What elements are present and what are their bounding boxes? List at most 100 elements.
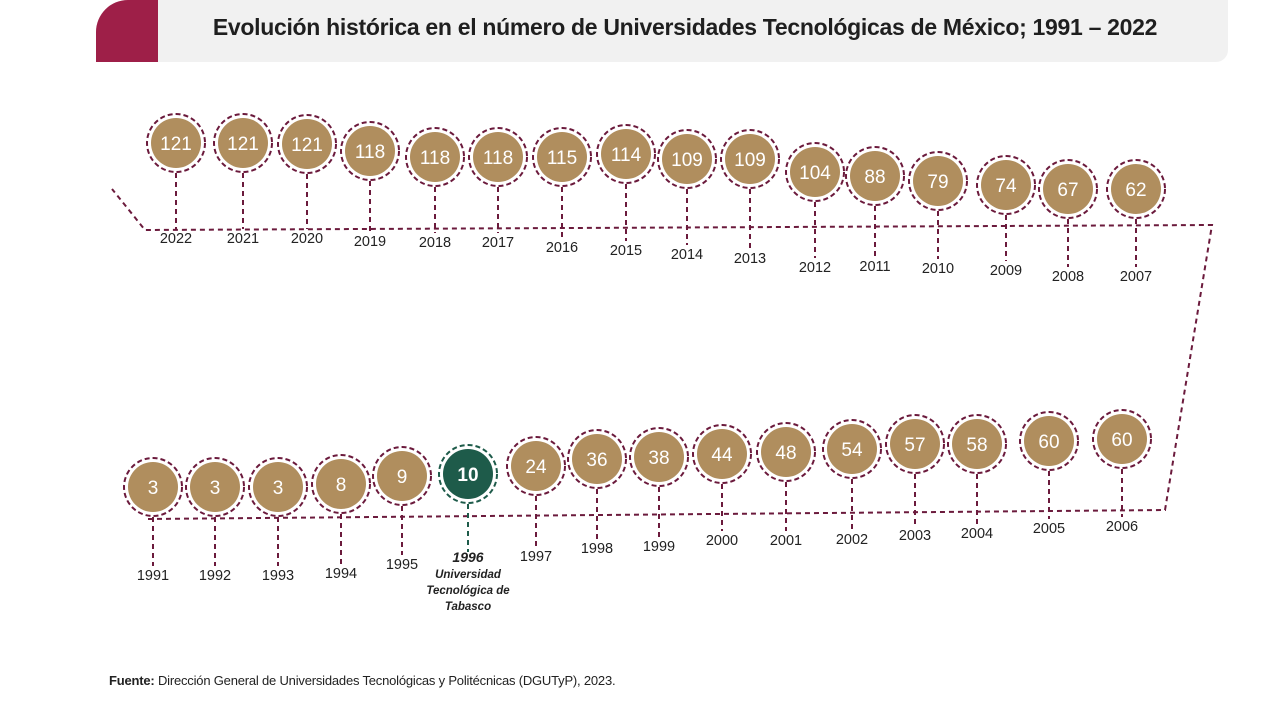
bubble xyxy=(443,449,493,499)
highlight-note: Tecnológica de xyxy=(426,585,510,597)
bubble-value: 109 xyxy=(671,150,703,171)
bubble xyxy=(601,129,651,179)
year-label: 2016 xyxy=(546,240,578,256)
year-label: 2011 xyxy=(859,259,890,275)
year-label: 1991 xyxy=(137,568,169,584)
bubble xyxy=(282,119,332,169)
source-text: Dirección General de Universidades Tecno… xyxy=(157,673,616,688)
bubble-value: 121 xyxy=(291,135,323,156)
bubble-value: 10 xyxy=(457,465,478,486)
bubble xyxy=(981,160,1031,210)
bubble-value: 48 xyxy=(775,443,796,464)
bubble-value: 121 xyxy=(227,134,259,155)
bubble-value: 118 xyxy=(420,148,450,169)
bubble-value: 104 xyxy=(799,163,831,184)
year-label: 1993 xyxy=(262,568,294,584)
bubble xyxy=(377,451,427,501)
bubble xyxy=(761,427,811,477)
header-accent xyxy=(96,0,159,62)
bubble-value: 58 xyxy=(966,435,987,456)
bubble-value: 44 xyxy=(711,445,733,466)
bubble xyxy=(218,118,268,168)
bubble-value: 38 xyxy=(648,448,669,469)
year-label: 2013 xyxy=(734,251,766,267)
bubble xyxy=(345,126,395,176)
year-label: 1996 xyxy=(452,549,483,565)
year-label: 2006 xyxy=(1106,519,1138,535)
bubble xyxy=(790,147,840,197)
bubble xyxy=(537,132,587,182)
bubble-value: 57 xyxy=(904,435,925,456)
bubble xyxy=(1111,164,1161,214)
source-note: Fuente: Dirección General de Universidad… xyxy=(109,673,616,688)
bubble xyxy=(128,462,178,512)
bubble xyxy=(827,424,877,474)
bubble-value: 118 xyxy=(355,142,385,163)
year-label: 2018 xyxy=(419,235,451,251)
bubble xyxy=(850,151,900,201)
bubble-value: 8 xyxy=(336,475,347,496)
header-bar xyxy=(158,0,1228,62)
year-label: 2010 xyxy=(922,261,954,277)
bubble-value: 54 xyxy=(841,440,863,461)
year-label: 2022 xyxy=(160,231,192,247)
year-label: 2020 xyxy=(291,231,323,247)
bubble-value: 67 xyxy=(1057,180,1078,201)
year-label: 1999 xyxy=(643,539,675,555)
bubble xyxy=(697,429,747,479)
bubble-value: 109 xyxy=(734,150,766,171)
year-label: 2017 xyxy=(482,235,514,251)
year-label: 2019 xyxy=(354,234,386,250)
bubble xyxy=(725,134,775,184)
year-label: 2009 xyxy=(990,263,1022,279)
bubble xyxy=(1024,416,1074,466)
year-label: 1997 xyxy=(520,549,552,565)
year-label: 2005 xyxy=(1033,521,1065,537)
bubble-value: 9 xyxy=(397,467,408,488)
source-label: Fuente: xyxy=(109,673,155,688)
bubble xyxy=(572,434,622,484)
year-label: 2007 xyxy=(1120,269,1152,285)
page-title: Evolución histórica en el número de Univ… xyxy=(212,14,1158,40)
year-label: 1995 xyxy=(386,557,418,573)
year-label: 1998 xyxy=(581,541,613,557)
year-label: 2012 xyxy=(799,260,831,276)
year-label: 2021 xyxy=(227,231,259,247)
year-label: 2004 xyxy=(961,526,993,542)
bubble-value: 36 xyxy=(586,450,607,471)
bubble xyxy=(662,134,712,184)
bubble-value: 3 xyxy=(273,478,284,499)
year-label: 1992 xyxy=(199,568,231,584)
bubble xyxy=(190,462,240,512)
year-label: 2002 xyxy=(836,532,868,548)
year-label: 1994 xyxy=(325,566,357,582)
bubble xyxy=(253,462,303,512)
bubble-value: 118 xyxy=(483,148,513,169)
bubble-value: 88 xyxy=(864,167,885,188)
bubble-value: 24 xyxy=(525,457,547,478)
year-label: 2008 xyxy=(1052,269,1084,285)
bubble xyxy=(511,441,561,491)
bubble-value: 62 xyxy=(1125,180,1146,201)
bubble xyxy=(316,459,366,509)
highlight-note: Universidad xyxy=(435,569,502,581)
bubble xyxy=(913,156,963,206)
year-label: 2001 xyxy=(770,533,802,549)
timeline-connector xyxy=(111,188,1214,520)
bubble xyxy=(634,432,684,482)
year-label: 2014 xyxy=(671,247,703,263)
bubble-value: 114 xyxy=(611,145,642,166)
year-label: 2000 xyxy=(706,533,738,549)
bubble xyxy=(1097,414,1147,464)
bubble xyxy=(410,132,460,182)
bubble-value: 79 xyxy=(927,172,948,193)
bubble xyxy=(952,419,1002,469)
bubble xyxy=(473,132,523,182)
bubble-value: 60 xyxy=(1038,432,1059,453)
bubble-value: 115 xyxy=(547,148,577,169)
bubble xyxy=(1043,164,1093,214)
bubble xyxy=(151,118,201,168)
year-label: 2015 xyxy=(610,243,642,259)
bubble-value: 121 xyxy=(160,134,192,155)
bubble-value: 74 xyxy=(995,176,1017,197)
